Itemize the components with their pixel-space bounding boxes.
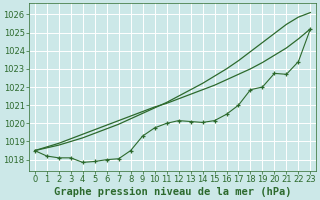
- X-axis label: Graphe pression niveau de la mer (hPa): Graphe pression niveau de la mer (hPa): [54, 186, 291, 197]
